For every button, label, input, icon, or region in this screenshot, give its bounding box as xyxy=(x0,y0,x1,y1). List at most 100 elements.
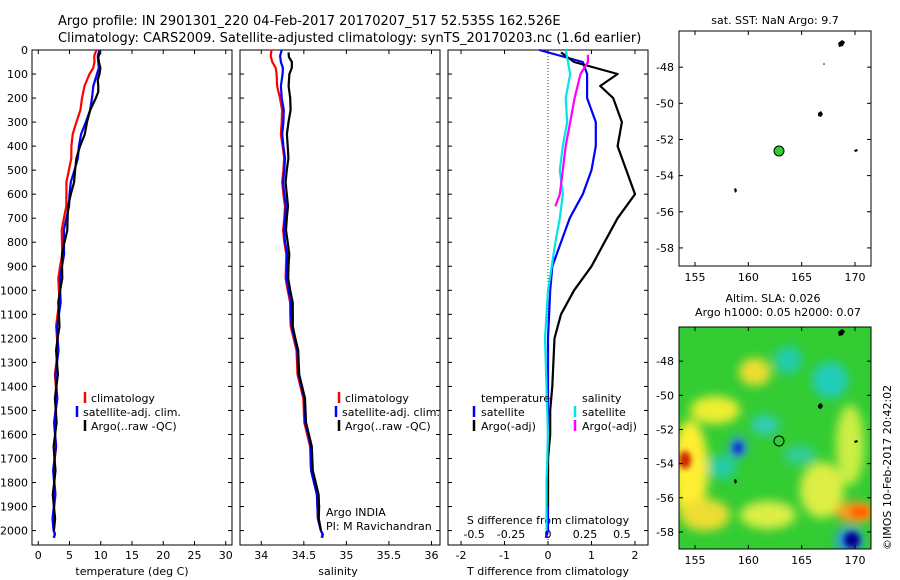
map-y-tick-label: -56 xyxy=(656,206,674,219)
map-y-tick-label: -54 xyxy=(656,170,674,183)
sla-yellow-patch xyxy=(690,396,740,424)
x-tick-label: 2 xyxy=(631,549,638,562)
depth-tick-label: 2000 xyxy=(0,525,28,538)
salinity-legend: climatology satellite-adj. clim. Argo(..… xyxy=(326,392,440,533)
map-y-tick-label: -50 xyxy=(656,97,674,110)
island-dot xyxy=(823,63,825,65)
sla-field xyxy=(679,327,871,549)
map-y-tick-label: -58 xyxy=(656,242,674,255)
sst-map-islands xyxy=(734,40,858,193)
map-x-tick-label: 165 xyxy=(791,554,812,567)
legend-label-satellite: satellite-adj. clim. xyxy=(342,406,440,419)
island-shape xyxy=(854,440,858,443)
depth-tick-label: 300 xyxy=(7,116,28,129)
legend-label-climatology: climatology xyxy=(91,392,155,405)
island-shape xyxy=(838,40,845,47)
sla-yellow-patch xyxy=(739,358,771,386)
map-y-tick-label: -48 xyxy=(656,355,674,368)
series-line-salinity-satellite xyxy=(543,49,572,531)
island-shape xyxy=(838,329,845,336)
depth-tick-label: 1700 xyxy=(0,452,28,465)
title-line-1: Argo profile: IN 2901301_220 04-Feb-2017… xyxy=(58,14,561,29)
sla-map-frame xyxy=(678,326,872,550)
x-tick-label: 20 xyxy=(156,549,170,562)
sla-yellow-patch xyxy=(740,501,796,529)
series-line-climatology xyxy=(269,49,324,538)
map-y-tick-label: -48 xyxy=(656,61,674,74)
island-shape xyxy=(734,479,737,484)
temperature-axis-ticks: 0 5 10 15 20 25 30 xyxy=(35,50,233,562)
sla-yellow-patch xyxy=(680,499,730,531)
x-tick-label: 36 xyxy=(424,549,438,562)
x-tick-label: 35 xyxy=(339,549,353,562)
depth-tick-label: 1800 xyxy=(0,477,28,490)
series-line-argo-raw-qc xyxy=(51,52,102,531)
sla-float-marker xyxy=(773,435,785,447)
map-y-tick-label: -58 xyxy=(656,526,674,539)
sla-map-subtitle: Argo h1000: 0.05 h2000: 0.07 xyxy=(695,306,861,319)
legend-label-climatology: climatology xyxy=(345,392,409,405)
depth-tick-label: 1500 xyxy=(0,404,28,417)
temperature-axis-label: temperature (deg C) xyxy=(75,565,188,578)
depth-tick-label: 1000 xyxy=(0,284,28,297)
sla-map-ticks: 155 160 165 170 -48 -50 -52 -54 -56 -58 xyxy=(656,327,871,567)
sla-yellow-patch xyxy=(800,462,844,518)
map-y-tick-label: -52 xyxy=(656,423,674,436)
credit-text: ©IMOS 10-Feb-2017 20:42:02 xyxy=(881,385,894,550)
sst-float-marker xyxy=(773,145,785,157)
x-tick-label: 1 xyxy=(588,549,595,562)
title-line-2: Climatology: CARS2009. Satellite-adjuste… xyxy=(58,31,641,46)
map-x-tick-label: 155 xyxy=(685,554,706,567)
depth-tick-label: 1100 xyxy=(0,308,28,321)
sla-red-patch xyxy=(679,451,691,469)
legend-label-t-satellite: satellite xyxy=(481,406,525,419)
depth-tick-label: 900 xyxy=(7,260,28,273)
island-shape xyxy=(818,111,823,117)
salinity-axis-ticks: 34 34.5 35 35.5 36 xyxy=(254,50,438,562)
x-tick-label: 0.5 xyxy=(613,528,631,541)
legend-label-satellite: satellite-adj. clim. xyxy=(83,406,181,419)
salinity-series xyxy=(269,49,324,539)
x-tick-label: -0.5 xyxy=(463,528,484,541)
annotation-pi: PI: M Ravichandran xyxy=(326,520,432,533)
series-line-salinity-argo-adj xyxy=(554,54,590,207)
depth-tick-label: 1300 xyxy=(0,356,28,369)
sla-red-patch xyxy=(850,506,870,518)
x-tick-label: 10 xyxy=(94,549,108,562)
sla-cyan-patch xyxy=(812,362,848,398)
sla-cyan-patch xyxy=(708,455,736,479)
island-shape xyxy=(734,188,737,193)
legend-label-argo: Argo(..raw -QC) xyxy=(91,420,177,433)
temperature-legend: climatology satellite-adj. clim. Argo(..… xyxy=(75,392,181,433)
island-shape xyxy=(818,403,823,409)
salinity-plot-frame xyxy=(239,49,441,546)
x-tick-label: -0.25 xyxy=(497,528,525,541)
sla-yellow-patch xyxy=(836,405,864,485)
t-difference-axis-label: T difference from climatology xyxy=(466,565,629,578)
sla-deep-blue-patch xyxy=(844,532,860,548)
sst-map-title: sat. SST: NaN Argo: 9.7 xyxy=(711,14,838,27)
depth-tick-label: 100 xyxy=(7,68,28,81)
difference-legend: temperature salinity satellite Argo(-adj… xyxy=(472,392,637,433)
map-x-tick-label: 160 xyxy=(738,271,759,284)
sla-deep-blue-patch xyxy=(733,442,743,454)
x-tick-label: 35.5 xyxy=(377,549,402,562)
x-tick-label: 30 xyxy=(219,549,233,562)
x-tick-label: 0 xyxy=(35,549,42,562)
map-x-tick-label: 155 xyxy=(685,271,706,284)
depth-tick-label: 700 xyxy=(7,212,28,225)
difference-series xyxy=(539,48,637,539)
depth-tick-label: 500 xyxy=(7,164,28,177)
depth-tick-label: 800 xyxy=(7,236,28,249)
temperature-series xyxy=(51,49,102,539)
depth-tick-label: 600 xyxy=(7,188,28,201)
map-y-tick-label: -50 xyxy=(656,389,674,402)
s-difference-axis-ticks: -0.5 -0.25 0 0.25 0.5 xyxy=(463,528,630,541)
sla-cyan-patch xyxy=(784,445,816,465)
series-line-satellite-adj-clim xyxy=(279,49,324,539)
series-line-temperature-argo-adj xyxy=(546,51,637,507)
map-x-tick-label: 165 xyxy=(791,271,812,284)
map-x-tick-label: 170 xyxy=(845,271,866,284)
series-line-argo-raw-qc xyxy=(284,52,322,531)
